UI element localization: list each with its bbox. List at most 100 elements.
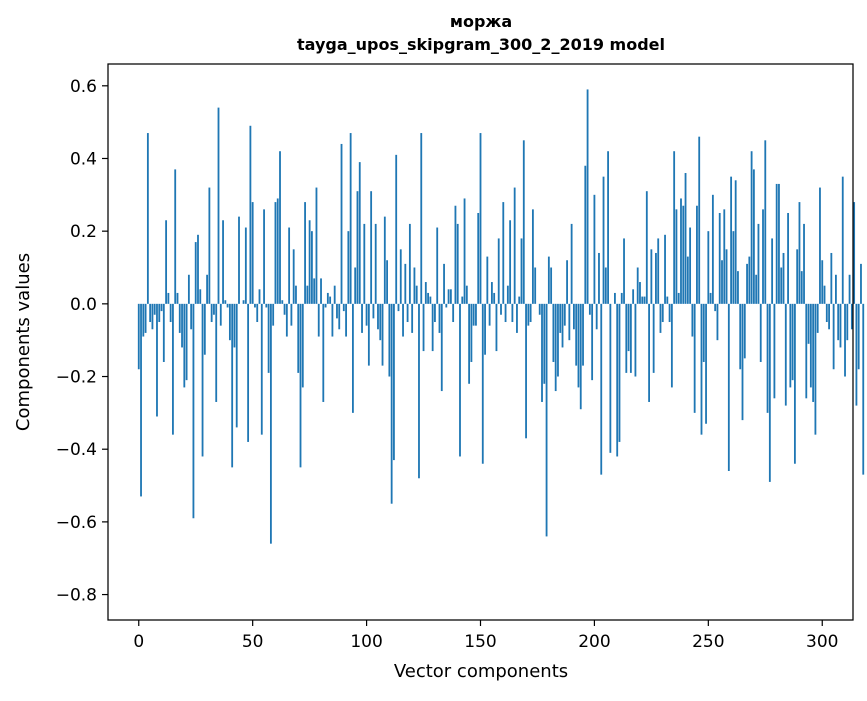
bar — [297, 304, 299, 373]
bar — [432, 304, 434, 351]
bar — [414, 268, 416, 304]
bar — [714, 304, 716, 311]
bar — [498, 238, 500, 303]
bar — [860, 264, 862, 304]
bar — [543, 304, 545, 384]
bar — [619, 304, 621, 442]
bar — [760, 304, 762, 362]
bar — [359, 162, 361, 304]
bar — [480, 133, 482, 304]
bar — [573, 304, 575, 329]
bar — [288, 228, 290, 304]
bar — [441, 304, 443, 391]
bar — [336, 304, 338, 319]
bar — [548, 257, 550, 304]
bar — [810, 304, 812, 388]
bar — [842, 177, 844, 304]
bar — [224, 300, 226, 304]
bar — [281, 300, 283, 304]
bar — [448, 289, 450, 304]
bar — [856, 304, 858, 406]
bar — [222, 220, 224, 304]
bar — [676, 209, 678, 303]
bar — [270, 304, 272, 544]
bar — [575, 304, 577, 366]
bar — [350, 133, 352, 304]
bar — [680, 198, 682, 303]
bar — [833, 304, 835, 369]
bar — [149, 304, 151, 322]
bar — [717, 304, 719, 340]
bar — [698, 137, 700, 304]
bar — [596, 304, 598, 329]
bar — [147, 133, 149, 304]
bar — [751, 151, 753, 304]
bar — [377, 304, 379, 329]
bar — [653, 304, 655, 373]
x-tick-label: 0 — [133, 632, 144, 652]
bar — [584, 166, 586, 304]
bar — [821, 260, 823, 304]
chart-title: моржа — [450, 12, 512, 31]
bar — [662, 304, 664, 322]
bar — [459, 304, 461, 457]
bar — [429, 297, 431, 304]
bar — [635, 304, 637, 377]
bar — [817, 304, 819, 333]
bar — [156, 304, 158, 417]
bar — [345, 304, 347, 337]
bar — [190, 304, 192, 329]
bar — [140, 304, 142, 497]
bar — [193, 304, 195, 518]
bar — [302, 304, 304, 388]
bar — [650, 249, 652, 304]
y-tick-label: −0.4 — [56, 440, 97, 460]
bar — [580, 304, 582, 409]
bar — [589, 304, 591, 315]
bar — [815, 304, 817, 435]
bar — [227, 304, 229, 308]
bar — [739, 304, 741, 369]
bar — [525, 304, 527, 438]
bar — [858, 304, 860, 369]
bar — [767, 304, 769, 413]
bar — [395, 155, 397, 304]
bar — [436, 228, 438, 304]
bar — [461, 297, 463, 304]
bar — [616, 304, 618, 457]
bar — [669, 304, 671, 322]
bar — [744, 304, 746, 359]
bar — [594, 195, 596, 304]
bar — [249, 126, 251, 304]
bar — [202, 304, 204, 457]
bar — [388, 304, 390, 377]
bar — [746, 264, 748, 304]
bar — [309, 220, 311, 304]
bar — [425, 282, 427, 304]
bar — [290, 304, 292, 326]
bar — [712, 195, 714, 304]
bar — [357, 191, 359, 304]
bar — [801, 271, 803, 304]
bar — [514, 188, 516, 304]
bar — [614, 293, 616, 304]
bar — [523, 140, 525, 304]
bar — [632, 289, 634, 304]
bar — [370, 191, 372, 304]
bar — [799, 202, 801, 304]
bar — [555, 304, 557, 391]
bar — [375, 224, 377, 304]
bar — [361, 304, 363, 333]
bar — [755, 275, 757, 304]
bar — [496, 304, 498, 351]
bar — [705, 304, 707, 424]
bar — [320, 278, 322, 303]
bar — [578, 304, 580, 388]
bar — [773, 304, 775, 398]
bar — [730, 177, 732, 304]
bar — [263, 209, 265, 303]
bar — [671, 304, 673, 388]
bar — [500, 304, 502, 315]
bar — [753, 169, 755, 303]
